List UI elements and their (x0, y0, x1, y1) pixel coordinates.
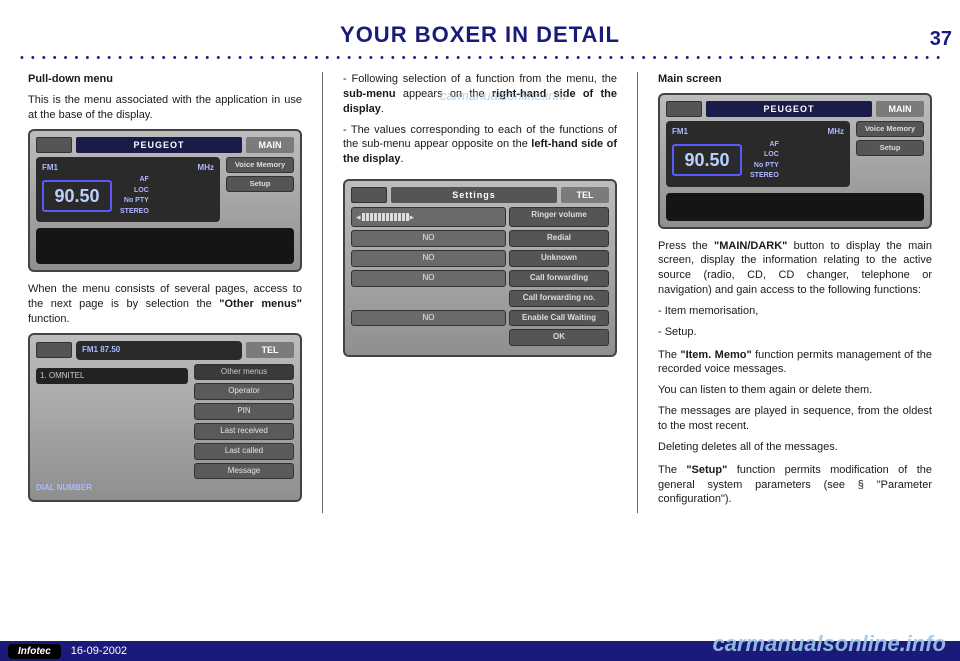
row-ok: OK (509, 329, 609, 346)
col3-p3: You can listen to them again or delete t… (658, 383, 932, 398)
watermark: carmanualsonline.info (713, 631, 947, 657)
menu-operator: Operator (194, 383, 294, 400)
mhz-label: MHz (198, 163, 214, 174)
column-separator (322, 72, 323, 513)
col3-li2: - Setup. (658, 325, 932, 340)
flag-icon (36, 137, 72, 153)
loc-label: LOC (134, 186, 149, 195)
cell-no: NO (351, 230, 506, 247)
dial-number-label: DIAL NUMBER (36, 483, 294, 494)
flag-icon (666, 101, 702, 117)
content-columns: Pull-down menu This is the menu associat… (0, 64, 960, 513)
screenshot-main-screen: PEUGEOT MAIN FM1 MHz 90.50 AF (658, 93, 932, 229)
fm-label: FM1 (672, 127, 688, 138)
col1-p1: This is the menu associated with the app… (28, 93, 302, 123)
cell-no: NO (351, 250, 506, 267)
stereo-label: STEREO (750, 171, 779, 180)
col3-p6: The "Setup" function permits modificatio… (658, 463, 932, 508)
black-strip (36, 228, 294, 264)
loc-label: LOC (764, 150, 779, 159)
tab-tel: TEL (561, 187, 609, 203)
radio-panel: FM1 MHz 90.50 AF LOC No PTY STEREO (36, 157, 220, 223)
menu-message: Message (194, 463, 294, 480)
screenshot-radio-main: PEUGEOT MAIN FM1 MHz 90.50 AF (28, 129, 302, 273)
radio-panel: FM1 MHz 90.50 AF LOC No PTY STEREO (666, 121, 850, 187)
col3-p4: The messages are played in sequence, fro… (658, 404, 932, 434)
page-title: YOUR BOXER IN DETAIL (0, 22, 960, 48)
row-ringer: Ringer volume (509, 207, 609, 227)
col3-p2: The "Item. Memo" function permits manage… (658, 348, 932, 378)
page-number: 37 (930, 28, 952, 51)
infotec-badge: Infotec (8, 644, 61, 659)
flag-icon (36, 342, 72, 358)
setup-button: Setup (856, 140, 924, 156)
cell-no: NO (351, 270, 506, 287)
divider-dots: • • • • • • • • • • • • • • • • • • • • … (20, 52, 940, 64)
column-separator (637, 72, 638, 513)
row-callfwdno: Call forwarding no. (509, 290, 609, 307)
tab-tel: TEL (246, 342, 294, 358)
tab-main: MAIN (876, 101, 924, 117)
menu-last-received: Last received (194, 423, 294, 440)
af-label: AF (139, 175, 148, 184)
col2-bullet2: - The values corresponding to each of th… (343, 123, 617, 168)
menu-other: Other menus (194, 364, 294, 381)
column-3: Main screen PEUGEOT MAIN FM1 MHz 90.50 (658, 72, 932, 513)
brand-label: PEUGEOT (706, 101, 872, 117)
af-label: AF (769, 140, 778, 149)
fm-label: FM1 (42, 163, 58, 174)
row-enable-cw: Enable Call Waiting (509, 310, 609, 327)
tab-main: MAIN (246, 137, 294, 153)
menu-last-called: Last called (194, 443, 294, 460)
nopty-label: No PTY (124, 196, 149, 205)
col3-p1: Press the "MAIN/DARK" button to display … (658, 239, 932, 298)
voice-memory-button: Voice Memory (226, 157, 294, 173)
col1-heading: Pull-down menu (28, 72, 302, 87)
flag-icon (351, 187, 387, 203)
screenshot-tel-menu: FM1 87.50 TEL 1. OMNITEL Other menus Ope… (28, 333, 302, 502)
cell-no: NO (351, 310, 506, 327)
contact-item: 1. OMNITEL (36, 368, 188, 385)
footer-date: 16-09-2002 (71, 645, 127, 657)
watermark-inline: carmanualsonline.info (440, 88, 566, 103)
black-strip (666, 193, 924, 221)
frequency-value: 90.50 (42, 180, 112, 212)
mhz-label: MHz (828, 127, 844, 138)
col1-p2: When the menu consists of several pages,… (28, 282, 302, 327)
row-unknown: Unknown (509, 250, 609, 267)
brand-label: PEUGEOT (76, 137, 242, 153)
row-redial: Redial (509, 230, 609, 247)
col3-li1: - Item memorisation, (658, 304, 932, 319)
ringer-slider: ◂ ▸ (351, 207, 506, 227)
col3-heading: Main screen (658, 72, 932, 87)
frequency-value: 90.50 (672, 144, 742, 176)
column-1: Pull-down menu This is the menu associat… (28, 72, 302, 513)
settings-label: Settings (391, 187, 557, 203)
col3-p5: Deleting deletes all of the messages. (658, 440, 932, 455)
stereo-label: STEREO (120, 207, 149, 216)
voice-memory-button: Voice Memory (856, 121, 924, 137)
setup-button: Setup (226, 176, 294, 192)
menu-pin: PIN (194, 403, 294, 420)
screenshot-settings-tel: Settings TEL ◂ ▸ Ringer volume NORedial … (343, 179, 617, 357)
column-2: - Following selection of a function from… (343, 72, 617, 513)
row-callfwd: Call forwarding (509, 270, 609, 287)
nopty-label: No PTY (754, 161, 779, 170)
tel-fm-label: FM1 87.50 (82, 345, 120, 356)
